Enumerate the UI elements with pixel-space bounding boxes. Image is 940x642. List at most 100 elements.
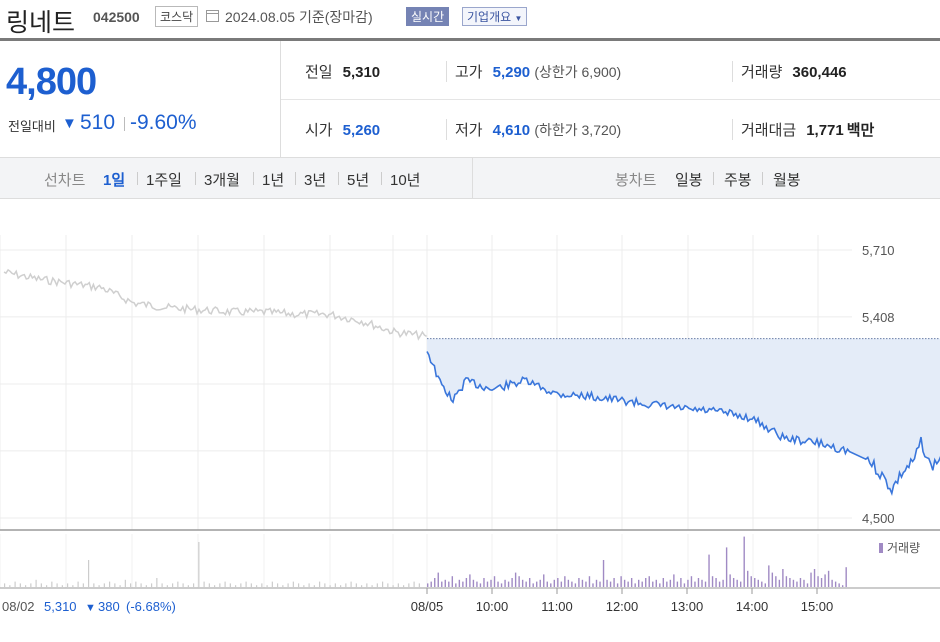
volume-bar <box>662 578 665 587</box>
volume-bar <box>757 579 759 587</box>
tab-10y[interactable]: 10년 <box>390 172 421 189</box>
volume-bar <box>198 542 200 587</box>
volume-bar <box>560 581 563 587</box>
volume-bar <box>476 581 478 587</box>
tab-divider <box>195 172 196 185</box>
volume-bar <box>437 572 439 587</box>
below-reference-fill <box>427 338 940 494</box>
volume-bar <box>371 585 373 587</box>
volume-bar <box>387 583 389 587</box>
volume-bar <box>245 581 247 587</box>
volume-bar <box>455 583 457 587</box>
volume-bar <box>98 585 100 587</box>
trade-amount: 거래대금 1,771 백만 <box>732 119 874 140</box>
volume-bar <box>208 583 210 587</box>
volume-bar <box>841 585 844 587</box>
volume-bar <box>19 583 21 587</box>
volume-bar <box>219 583 221 587</box>
volume-bar <box>350 581 352 587</box>
tab-3y[interactable]: 3년 <box>304 172 327 189</box>
realtime-button[interactable]: 실시간 <box>406 7 450 26</box>
reference-date: 2024.08.05 기준(장마감) <box>225 9 373 25</box>
volume-bar <box>581 579 584 587</box>
prev-close-label: 전일 <box>305 64 333 81</box>
volume-bar <box>151 583 153 587</box>
tab-divider <box>253 172 254 185</box>
volume-bar <box>156 578 158 587</box>
volume-bar <box>462 581 464 587</box>
volume-bar <box>56 583 58 587</box>
volume-bar <box>145 585 147 587</box>
tab-monthly[interactable]: 월봉 <box>773 172 801 189</box>
volume-bar <box>768 565 770 587</box>
volume-bar <box>458 579 461 587</box>
volume-bar <box>725 547 728 587</box>
volume-bar <box>803 579 805 587</box>
volume-bar <box>739 581 742 587</box>
volume-bar <box>340 585 342 587</box>
company-info-button[interactable]: 기업개요 ▼ <box>462 7 528 26</box>
volume-bar <box>514 572 517 587</box>
volume-bar <box>77 581 79 587</box>
volume-bar <box>256 585 258 587</box>
tab-1d[interactable]: 1일 <box>103 172 126 189</box>
volume-bar <box>539 579 541 587</box>
volume-bar <box>736 579 738 587</box>
volume-bar <box>403 585 405 587</box>
volume-bar <box>817 576 819 587</box>
volume-bar <box>451 576 454 587</box>
volume-bar <box>564 576 566 587</box>
tab-weekly[interactable]: 주봉 <box>724 172 752 189</box>
lower-limit: (하한가 3,720) <box>534 122 622 138</box>
amount-label: 거래대금 <box>741 122 797 139</box>
volume-bar <box>250 583 252 587</box>
volume-bar <box>623 579 626 587</box>
volume-bar <box>469 574 471 587</box>
price-summary: 4,800 전일대비 ▼ 510 -9.60% 전일 5,310 고가 5,290 … <box>0 41 940 158</box>
tab-5y[interactable]: 5년 <box>347 172 370 189</box>
volume-bar <box>571 581 573 587</box>
amount-value: 1,771 <box>806 122 844 139</box>
tab-3m[interactable]: 3개월 <box>204 172 240 189</box>
volume-bar <box>796 581 798 587</box>
volume-bar <box>298 583 300 587</box>
volume-bar <box>193 583 195 587</box>
volume-bar <box>602 560 605 587</box>
chart-tabs: 선차트 1일 1주일 3개월 1년 3년 5년 10년 봉차트 일봉 주봉 월봉 <box>0 158 940 199</box>
volume-bar <box>613 578 615 587</box>
volume: 거래량 360,446 <box>732 61 847 82</box>
volume-bar <box>479 583 482 587</box>
volume-bar <box>88 560 90 587</box>
prev-close: 전일 5,310 <box>305 61 380 82</box>
tab-daily[interactable]: 일봉 <box>675 172 703 189</box>
volume-bar <box>845 567 847 587</box>
volume-bar <box>609 581 612 587</box>
volume-bar <box>177 581 179 587</box>
tab-divider <box>762 172 763 185</box>
volume-bar <box>785 576 788 587</box>
volume-bar <box>557 578 559 587</box>
volume-bar <box>444 579 446 587</box>
prev-session-change-pct: (-6.68%) <box>126 599 176 614</box>
volume-bar <box>799 578 802 587</box>
volume-bar <box>831 579 833 587</box>
open-price: 시가 5,260 <box>305 119 380 140</box>
calendar-icon <box>206 10 219 22</box>
volume-bar <box>46 585 48 587</box>
volume-bar <box>732 578 735 587</box>
volume-bar <box>9 585 11 587</box>
volume-bar <box>229 583 231 587</box>
tab-1y[interactable]: 1년 <box>262 172 285 189</box>
x-tick-label: 10:00 <box>476 599 509 614</box>
volume-bar <box>109 581 111 587</box>
volume-bar <box>187 585 189 587</box>
volume-bar <box>67 583 69 587</box>
volume-bar <box>813 569 816 587</box>
volume-bar <box>172 583 174 587</box>
volume-bar <box>585 581 587 587</box>
volume-bar <box>486 581 489 587</box>
volume-bar <box>397 583 399 587</box>
volume-bar <box>203 581 205 587</box>
volume-bar <box>648 576 650 587</box>
tab-1w[interactable]: 1주일 <box>146 172 182 189</box>
